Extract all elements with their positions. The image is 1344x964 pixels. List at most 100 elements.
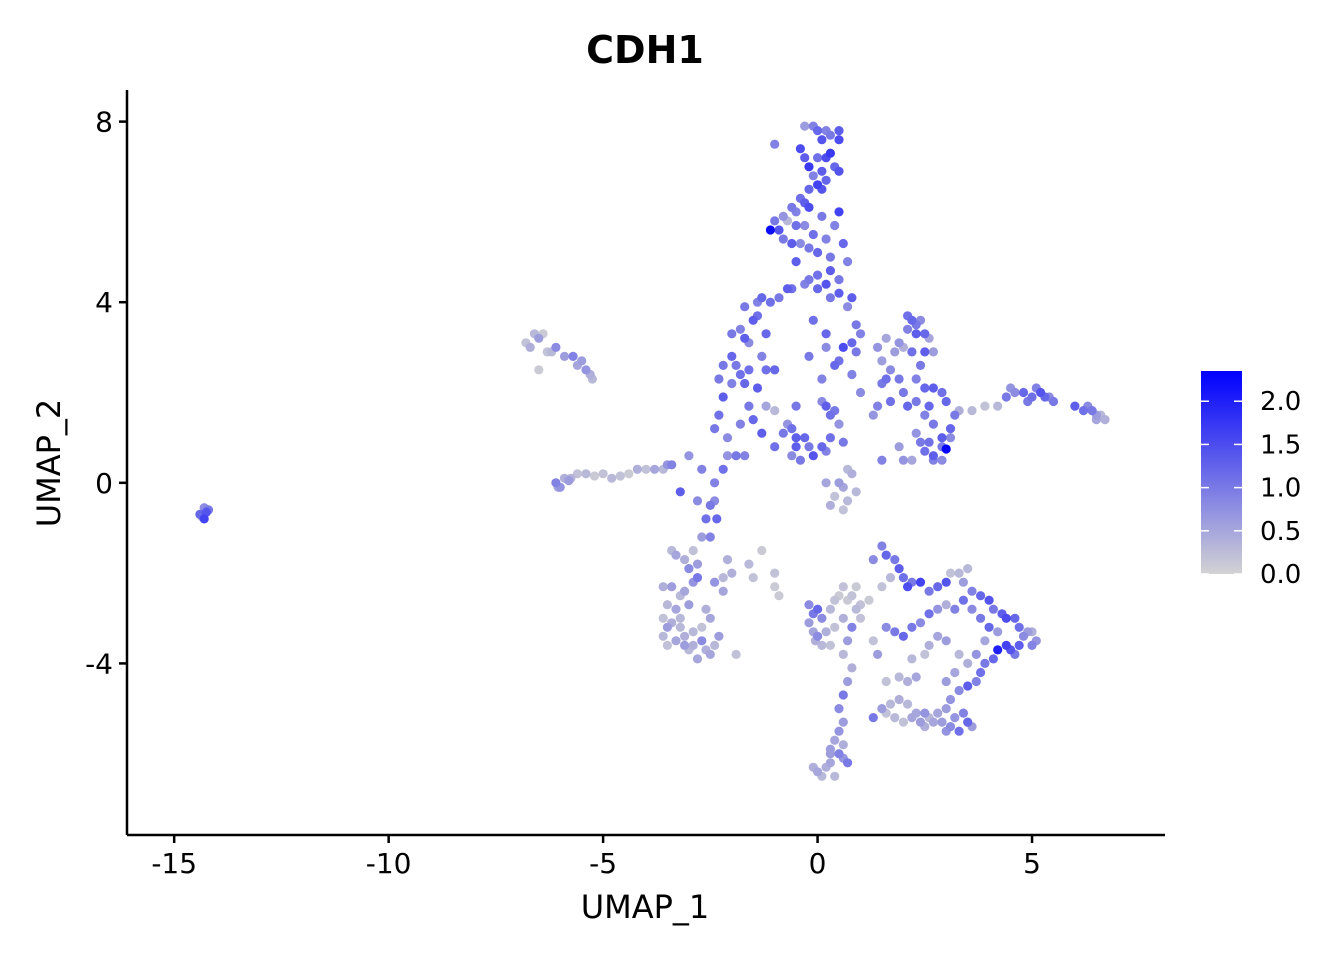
data-point	[624, 469, 634, 479]
data-point	[920, 410, 930, 420]
data-point	[757, 428, 767, 438]
data-point	[984, 595, 994, 605]
data-point	[525, 342, 535, 352]
data-point	[864, 595, 874, 605]
data-point	[727, 351, 737, 361]
data-point	[838, 342, 848, 352]
data-point	[945, 568, 956, 578]
data-point	[825, 130, 836, 140]
data-point	[928, 451, 939, 461]
data-point	[658, 582, 668, 592]
data-point	[903, 582, 913, 592]
data-point	[993, 645, 1003, 655]
data-point	[920, 347, 930, 357]
data-point	[710, 478, 720, 488]
data-point	[572, 469, 583, 479]
data-point	[748, 315, 758, 325]
data-point	[1001, 640, 1011, 651]
data-point	[843, 496, 853, 506]
data-point	[847, 469, 857, 479]
x-tick-label: -15	[151, 847, 197, 880]
data-point	[821, 279, 831, 289]
data-point	[688, 640, 698, 651]
colorbar	[1201, 371, 1242, 574]
data-point	[761, 401, 771, 411]
data-point	[813, 631, 823, 641]
data-point	[890, 555, 900, 565]
data-point	[744, 559, 754, 569]
data-point	[984, 622, 994, 632]
data-point	[920, 329, 930, 339]
data-point	[714, 410, 724, 420]
data-point	[941, 577, 951, 587]
data-point	[740, 378, 750, 389]
data-point	[825, 293, 836, 303]
data-point	[971, 649, 981, 660]
data-point	[993, 401, 1003, 411]
points-layer	[195, 121, 1110, 781]
data-point	[684, 564, 694, 574]
data-point	[641, 464, 651, 474]
data-point	[735, 369, 746, 380]
data-point	[1010, 387, 1020, 398]
data-point	[705, 532, 715, 542]
data-point	[662, 600, 673, 610]
data-point	[838, 437, 848, 447]
data-point	[821, 175, 831, 185]
data-point	[671, 550, 681, 560]
data-point	[825, 604, 836, 614]
data-point	[950, 667, 960, 678]
data-point	[577, 356, 587, 366]
data-point	[915, 618, 926, 628]
data-point	[894, 564, 904, 574]
data-point	[804, 600, 814, 610]
data-point	[920, 649, 930, 660]
x-tick-label: -10	[366, 847, 412, 880]
data-point	[735, 419, 746, 429]
data-point	[692, 654, 703, 664]
data-point	[847, 369, 857, 380]
data-point	[920, 383, 930, 393]
data-point	[787, 202, 797, 212]
data-point	[778, 234, 788, 244]
data-point	[1048, 396, 1059, 407]
data-point	[838, 740, 848, 750]
data-point	[834, 126, 844, 136]
data-point	[680, 555, 690, 565]
data-point	[915, 360, 926, 370]
data-point	[838, 690, 848, 700]
data-point	[980, 658, 990, 669]
data-point	[890, 713, 900, 723]
data-point	[945, 722, 956, 732]
data-point	[581, 365, 591, 375]
data-point	[825, 744, 836, 754]
colorbar-ticks: 0.0 0.5 1.0 1.5 2.0	[1201, 387, 1301, 590]
data-point	[881, 333, 891, 343]
colorbar-tick-label: 1.5	[1260, 430, 1301, 460]
data-point	[834, 275, 844, 285]
data-point	[804, 442, 814, 452]
data-point	[718, 586, 728, 596]
data-point	[958, 595, 969, 605]
data-point	[907, 654, 917, 664]
data-point	[705, 613, 715, 623]
data-point	[847, 293, 857, 303]
data-point	[941, 600, 951, 610]
data-point	[731, 649, 741, 660]
data-point	[778, 428, 788, 438]
data-point	[813, 247, 823, 258]
data-point	[976, 591, 986, 601]
data-point	[821, 627, 831, 637]
data-point	[765, 225, 776, 235]
data-point	[847, 591, 857, 601]
data-point	[598, 469, 608, 479]
data-point	[873, 401, 883, 411]
data-point	[813, 126, 823, 136]
data-point	[945, 424, 956, 434]
data-point	[821, 478, 831, 488]
data-point	[632, 464, 643, 474]
data-point	[731, 451, 741, 461]
data-point	[825, 148, 836, 158]
